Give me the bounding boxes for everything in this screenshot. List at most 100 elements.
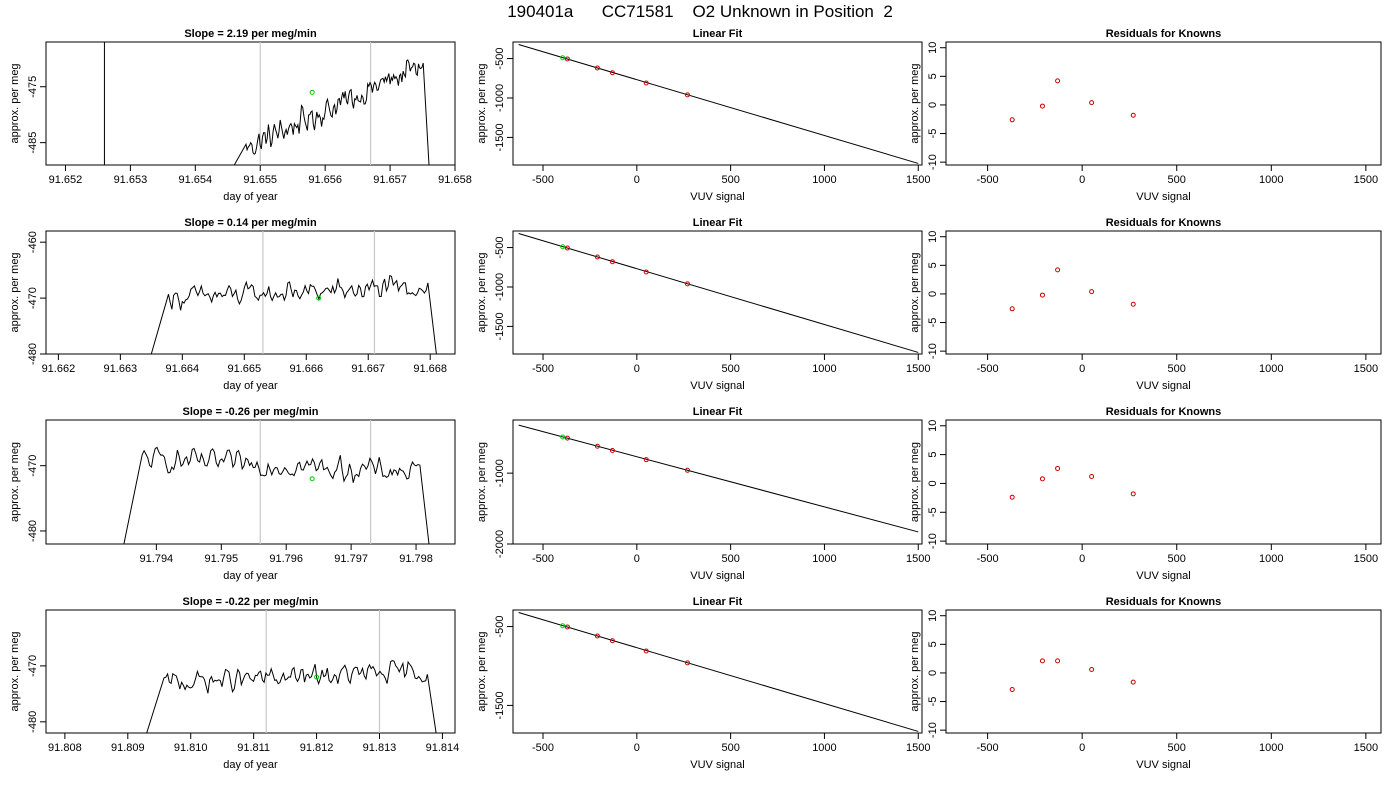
y-axis-label: approx. per meg	[909, 63, 921, 143]
x-tick-label: 91.809	[111, 742, 145, 754]
x-tick-label: 91.813	[363, 742, 397, 754]
residual-point	[1009, 494, 1015, 500]
x-tick-label: -500	[532, 553, 554, 565]
panel-6: Linear Fit -500 0 500 1000 1500 -1500 -1000 -500…	[476, 217, 930, 392]
panel-title: Linear Fit	[693, 217, 743, 229]
plot-area	[1009, 267, 1136, 312]
panel-10: Residuals for Knowns -500 0 500 1000 1500 -10 -…	[909, 217, 1382, 392]
x-tick-label: 91.662	[42, 363, 76, 375]
unknown-point	[309, 476, 315, 482]
panel-4: Slope = -0.22 per meg/min 91.808 91.809 91.…	[9, 596, 459, 771]
x-axis-label: VUV signal	[1136, 759, 1190, 771]
x-axis-label: VUV signal	[1136, 570, 1190, 582]
y-tick-label: -470	[27, 655, 39, 677]
known-point	[564, 624, 570, 630]
x-tick-label: -500	[532, 174, 554, 186]
x-tick-label: 1500	[906, 553, 930, 565]
y-tick-label: 0	[927, 291, 939, 297]
residual-point	[1055, 658, 1061, 664]
x-tick-label: 500	[721, 742, 739, 754]
y-tick-label: 0	[927, 102, 939, 108]
y-axis-label: approx. per meg	[476, 442, 488, 522]
x-tick-label: -500	[532, 363, 554, 375]
x-tick-label: 91.653	[114, 174, 148, 186]
x-tick-label: 0	[1079, 742, 1085, 754]
panel-8: Linear Fit -500 0 500 1000 1500 -1500 -500 VUV s…	[476, 596, 930, 771]
x-axis-label: day of year	[223, 191, 278, 203]
fit-line	[518, 612, 919, 732]
plot-area	[1009, 465, 1136, 500]
known-point	[684, 281, 690, 287]
plot-frame	[45, 419, 456, 545]
y-tick-label: -480	[27, 343, 39, 365]
panel-title: Residuals for Knowns	[1106, 28, 1222, 40]
x-tick-label: 0	[634, 553, 640, 565]
panel-title: Residuals for Knowns	[1106, 406, 1222, 418]
plot-area	[103, 42, 430, 165]
known-point	[564, 56, 570, 62]
x-tick-label: 500	[721, 174, 739, 186]
y-tick-label: 10	[927, 231, 939, 243]
y-tick-label: -5	[927, 129, 939, 139]
x-tick-label: 91.656	[308, 174, 342, 186]
known-point	[643, 80, 649, 86]
x-axis-label: day of year	[223, 759, 278, 771]
plot-frame	[512, 230, 923, 355]
x-tick-label: 1500	[1354, 174, 1378, 186]
y-tick-label: -470	[27, 455, 39, 477]
x-tick-label: 91.667	[351, 363, 385, 375]
panel-2: Slope = 0.14 per meg/min 91.662 91.663 91.6…	[9, 217, 456, 392]
residual-point	[1089, 474, 1095, 480]
x-tick-label: 1500	[906, 742, 930, 754]
x-tick-label: 1000	[812, 174, 836, 186]
residual-point	[1055, 465, 1061, 471]
x-tick-label: 1500	[906, 363, 930, 375]
residual-point	[1089, 289, 1095, 295]
x-axis-label: VUV signal	[1136, 191, 1190, 203]
panel-3: Slope = -0.26 per meg/min 91.794 91.795 91.…	[9, 406, 456, 582]
known-point	[684, 467, 690, 473]
x-tick-label: 0	[634, 742, 640, 754]
unknown-point	[314, 674, 320, 680]
x-axis-label: day of year	[223, 570, 278, 582]
x-tick-label: 500	[1168, 553, 1186, 565]
x-axis-label: VUV signal	[690, 570, 744, 582]
y-tick-label: -1000	[494, 273, 506, 301]
y-tick-label: 10	[927, 420, 939, 432]
figure-title: 190401a CC71581 O2 Unknown in Position 2	[507, 2, 893, 21]
x-tick-label: 91.798	[399, 553, 433, 565]
x-tick-label: -500	[977, 742, 999, 754]
panel-title: Slope = 0.14 per meg/min	[184, 217, 317, 229]
y-tick-label: 5	[927, 262, 939, 268]
residual-point	[1039, 292, 1045, 298]
known-point	[643, 648, 649, 654]
y-tick-label: -2000	[494, 530, 506, 558]
plot-frame	[512, 41, 923, 166]
panel-1: Slope = 2.19 per meg/min 91.652 91.653 91.6…	[9, 28, 472, 203]
y-tick-label: 10	[927, 42, 939, 54]
unknown-point	[560, 55, 566, 61]
panel-title: Slope = -0.22 per meg/min	[182, 596, 318, 608]
plot-area	[518, 233, 919, 353]
x-tick-label: 91.658	[438, 174, 472, 186]
trace-line	[150, 274, 437, 354]
residual-point	[1009, 687, 1015, 693]
y-tick-label: -480	[27, 711, 39, 733]
known-point	[684, 92, 690, 98]
y-tick-label: 0	[927, 480, 939, 486]
x-axis-label: VUV signal	[690, 759, 744, 771]
plot-frame	[512, 609, 923, 734]
plot-frame	[512, 419, 923, 545]
known-point	[564, 245, 570, 251]
x-tick-label: 0	[634, 174, 640, 186]
y-axis-label: approx. per meg	[9, 252, 21, 332]
y-axis-label: approx. per meg	[476, 63, 488, 143]
residual-point	[1039, 103, 1045, 109]
x-tick-label: 1500	[1354, 363, 1378, 375]
residual-point	[1130, 491, 1136, 497]
x-tick-label: 1000	[812, 742, 836, 754]
x-axis-label: day of year	[223, 380, 278, 392]
x-tick-label: 91.808	[48, 742, 82, 754]
x-tick-label: 0	[634, 363, 640, 375]
